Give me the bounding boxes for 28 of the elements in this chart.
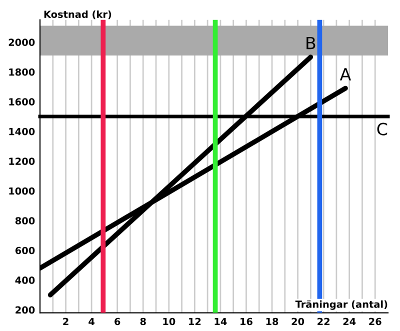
ref-line-label: C [377, 122, 388, 136]
y-tick-label: 800 [15, 217, 35, 224]
x-tick-label: 16 [240, 318, 252, 326]
x-tick-label: 22 [318, 318, 330, 326]
y-tick-label: 1800 [9, 68, 35, 76]
x-tick-label: 18 [266, 318, 278, 326]
series-label: B [306, 36, 316, 50]
x-tick-label: 2 [63, 318, 68, 326]
x-axis-title: Träningar (antal) [295, 300, 388, 310]
x-tick-label: 10 [163, 318, 176, 326]
y-tick-label: 600 [15, 246, 35, 254]
x-tick-label: 20 [292, 318, 304, 326]
y-tick-label: 2000 [8, 38, 35, 46]
x-tick-label: 14 [214, 318, 227, 326]
y-tick-label: 400 [15, 276, 35, 284]
y-tick-label: 1000 [9, 187, 35, 195]
x-tick-label: 4 [88, 318, 94, 326]
x-tick-label: 8 [140, 318, 146, 326]
y-tick-label: 1600 [9, 98, 35, 106]
x-tick-label: 26 [369, 318, 382, 326]
y-axis-title: Kostnad (kr) [44, 10, 112, 20]
series-label: A [340, 68, 352, 80]
y-tick-label: 1200 [9, 158, 35, 165]
y-tick-label: 200 [16, 306, 35, 314]
x-tick-label: 12 [189, 318, 201, 326]
x-tick-label: 24 [343, 318, 356, 326]
x-tick-label: 6 [114, 318, 120, 326]
y-tick-label: 1400 [9, 128, 35, 136]
